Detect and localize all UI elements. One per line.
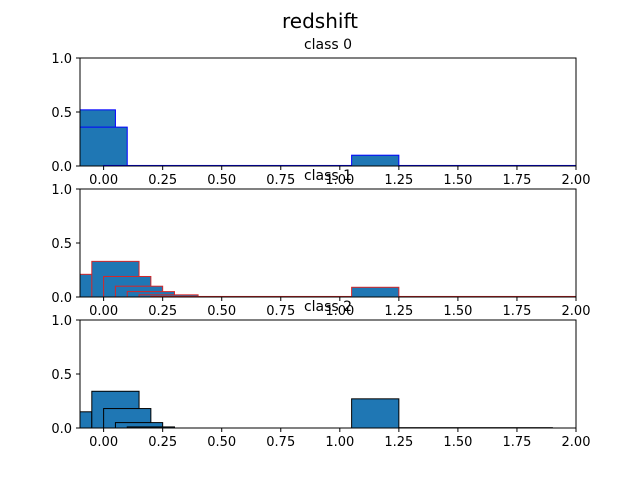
bar-group xyxy=(80,109,576,166)
x-tick-label: 0.00 xyxy=(89,435,118,450)
x-tick-label: 1.00 xyxy=(325,173,354,188)
x-tick-label: 0.75 xyxy=(266,304,295,319)
y-tick-label: 0.5 xyxy=(51,237,72,252)
bar xyxy=(126,426,175,428)
axes-frame xyxy=(79,188,577,298)
subplot-title: class 2 xyxy=(304,299,352,315)
subplot-class-1: 0.00 0.25 0.50 0.75 1.00 1.25 1.50 1.75 2.000.00… xyxy=(51,168,590,319)
bar xyxy=(80,411,93,428)
x-tick-label: 1.00 xyxy=(325,304,354,319)
y-tick-label: 0.5 xyxy=(51,106,72,121)
x-tick-label: 0.00 xyxy=(89,304,118,319)
x-tick-label: 0.75 xyxy=(266,435,295,450)
y-tick-label: 0.0 xyxy=(51,291,72,306)
x-tick-label: 1.00 xyxy=(325,435,354,450)
bar xyxy=(351,286,400,297)
subplot-class-2: 0.00 0.25 0.50 0.75 1.00 1.25 1.50 1.75 2.000.00… xyxy=(51,299,590,450)
x-tick-label: 0.00 xyxy=(89,173,118,188)
y-tick-label: 1.0 xyxy=(51,183,72,198)
x-tick-label: 1.75 xyxy=(502,435,531,450)
bar xyxy=(114,422,164,428)
bar xyxy=(351,154,400,166)
x-tick-label: 1.75 xyxy=(502,173,531,188)
x-tick-label: 1.50 xyxy=(443,304,472,319)
x-tick-label: 2.00 xyxy=(562,435,591,450)
y-tick-label: 1.0 xyxy=(51,314,72,329)
subplot-class-0: 0.00 0.25 0.50 0.75 1.00 1.25 1.50 1.75 2.00 0.0 0… xyxy=(51,37,590,188)
x-tick-label: 1.50 xyxy=(443,173,472,188)
x-tick-label: 2.00 xyxy=(562,173,591,188)
y-tick-label: 1.0 xyxy=(51,52,72,67)
x-tick-label: 2.00 xyxy=(562,304,591,319)
x-tick-label: 0.75 xyxy=(266,173,295,188)
subplot-title: class 1 xyxy=(304,168,352,184)
x-tick-label: 0.50 xyxy=(207,304,236,319)
x-tick-label: 1.25 xyxy=(384,435,413,450)
bar xyxy=(351,398,400,428)
x-tick-label: 1.25 xyxy=(384,304,413,319)
y-tick-label: 0.0 xyxy=(51,422,72,437)
x-tick-label: 1.50 xyxy=(443,435,472,450)
bar-group xyxy=(80,260,576,297)
figure-title: redshift xyxy=(282,9,358,33)
bar xyxy=(126,291,175,297)
x-tick-label: 0.25 xyxy=(148,304,177,319)
x-tick-label: 0.25 xyxy=(148,435,177,450)
x-tick-label: 0.50 xyxy=(207,173,236,188)
x-tick-label: 1.75 xyxy=(502,304,531,319)
y-tick-label: 0.5 xyxy=(51,368,72,383)
bar xyxy=(80,126,128,166)
x-tick-label: 0.25 xyxy=(148,173,177,188)
axes-frame xyxy=(79,57,577,167)
bar-group xyxy=(80,390,553,428)
axes-frame xyxy=(79,319,577,429)
subplot-title: class 0 xyxy=(304,37,352,53)
y-tick-label: 0.0 xyxy=(51,160,72,175)
x-tick-label: 1.25 xyxy=(384,173,413,188)
x-tick-label: 0.50 xyxy=(207,435,236,450)
